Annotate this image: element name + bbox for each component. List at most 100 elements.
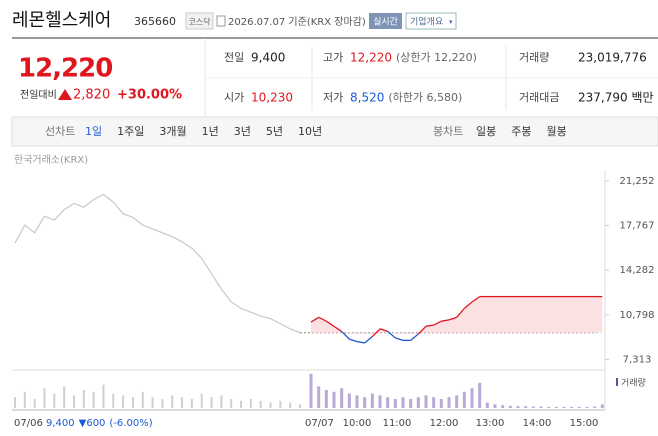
y-tick-label: 17,767 bbox=[620, 221, 655, 232]
volume-bar bbox=[112, 393, 115, 408]
volume-bar bbox=[485, 402, 489, 408]
volume-bar bbox=[82, 390, 85, 408]
volume-bar bbox=[299, 404, 301, 408]
market: 코스닥 bbox=[188, 17, 211, 27]
tab[interactable]: 1주일 bbox=[117, 124, 144, 138]
volume-bar bbox=[269, 402, 272, 408]
volume-bar bbox=[151, 397, 154, 408]
line-segment bbox=[341, 330, 350, 340]
line-segment bbox=[433, 320, 442, 326]
company-button[interactable] bbox=[405, 12, 457, 30]
volume-bar bbox=[562, 406, 566, 408]
line-segment bbox=[425, 324, 434, 327]
line-segment bbox=[410, 333, 419, 341]
area bbox=[311, 296, 603, 334]
summary-label: 거래량 bbox=[519, 51, 549, 64]
realtime[interactable]: 실시간 bbox=[373, 17, 398, 28]
summary-value: 10,230 bbox=[251, 91, 293, 105]
summary-note: (상한가 12,220) bbox=[396, 51, 477, 64]
volume-bar bbox=[363, 397, 367, 408]
y-tick-label: 10,798 bbox=[620, 310, 655, 321]
summary-value: 12,220 bbox=[350, 51, 392, 65]
tab[interactable]: 주봉 bbox=[511, 125, 531, 138]
tab[interactable]: 일봉 bbox=[476, 124, 496, 138]
summary-label: 고가 bbox=[323, 51, 343, 64]
volume-bar bbox=[347, 393, 351, 408]
summary-value: 8,520 bbox=[350, 91, 384, 105]
volume-bar bbox=[593, 406, 597, 408]
volume-bar bbox=[317, 386, 321, 408]
volume-bar bbox=[332, 391, 336, 408]
volume-bar bbox=[240, 400, 243, 408]
up-arrow bbox=[58, 89, 72, 100]
summary-value: 237,790 백만 bbox=[578, 91, 654, 105]
footer-rate: (-6.00%) bbox=[109, 418, 152, 429]
volume-bar bbox=[220, 395, 223, 408]
clock-icon bbox=[216, 15, 226, 27]
volume-bar bbox=[516, 406, 520, 408]
volume-bar bbox=[63, 386, 66, 408]
volume-bar bbox=[577, 406, 581, 408]
line-segment bbox=[364, 336, 373, 344]
volume-bar bbox=[289, 402, 292, 408]
volume-bar bbox=[340, 388, 344, 408]
summary-label: 시가 bbox=[224, 91, 244, 104]
volume-bar bbox=[554, 406, 558, 408]
tab[interactable]: 3년 bbox=[234, 125, 251, 138]
volume-bar bbox=[447, 397, 451, 408]
volume-bar bbox=[455, 395, 459, 408]
volume-bar bbox=[33, 399, 36, 408]
volume-bar bbox=[259, 400, 262, 408]
tab-bar bbox=[11, 116, 658, 147]
tab-group-label: 선차트 bbox=[45, 125, 75, 138]
line-segment bbox=[349, 338, 358, 343]
summary-label: 저가 bbox=[323, 91, 343, 104]
tab[interactable]: 10년 bbox=[298, 125, 322, 138]
source: 한국거래소(KRX) bbox=[14, 154, 88, 166]
summary-label: 거래대금 bbox=[519, 91, 559, 104]
volume-bar bbox=[539, 406, 543, 408]
volume-bar bbox=[585, 406, 589, 408]
summary-value: 9,400 bbox=[251, 51, 285, 65]
tab[interactable]: 월봉 bbox=[547, 125, 567, 138]
volume-bar bbox=[470, 388, 474, 408]
volume-bar bbox=[409, 399, 413, 408]
stock-code: 365660 bbox=[134, 15, 176, 28]
x-tick-label: 14:00 bbox=[523, 418, 552, 429]
volume-bar bbox=[508, 405, 512, 408]
volume-bar bbox=[309, 373, 313, 408]
volume-bar bbox=[416, 397, 420, 408]
volume-bar bbox=[279, 400, 282, 408]
footer-close: 9,400 bbox=[46, 418, 75, 429]
volume-bar bbox=[462, 391, 466, 408]
volume-bar bbox=[200, 393, 203, 408]
x-tick-label: 10:00 bbox=[343, 418, 372, 429]
summary-note: (하한가 6,580) bbox=[388, 90, 462, 104]
volume-bar bbox=[181, 397, 184, 408]
volume-bar bbox=[14, 397, 16, 408]
y-tick-label: 7,313 bbox=[623, 354, 652, 365]
tab[interactable]: 3개월 bbox=[159, 125, 186, 138]
line-segment bbox=[310, 316, 320, 323]
x-tick-label: 13:00 bbox=[476, 418, 505, 429]
y-tick-label: 14,282 bbox=[620, 265, 655, 276]
volume-bar bbox=[324, 390, 328, 408]
tab[interactable]: 1일 bbox=[85, 124, 102, 138]
volume-bar bbox=[161, 399, 164, 408]
volume-bar bbox=[23, 391, 26, 408]
tab[interactable]: 5년 bbox=[266, 125, 283, 138]
volume-bar bbox=[92, 391, 95, 408]
volume-bar bbox=[424, 395, 428, 408]
realtime-badge[interactable] bbox=[369, 13, 402, 29]
x-tick-label: 11:00 bbox=[383, 418, 412, 429]
volume-bar bbox=[141, 391, 144, 408]
line-segment bbox=[333, 325, 343, 332]
volume-bar bbox=[501, 405, 505, 408]
line-segment bbox=[441, 319, 450, 322]
summary: 전일 9,400 고가 12,220 (상한가 12,220) 거래량 23,019,776… bbox=[224, 50, 654, 105]
tab[interactable]: 1년 bbox=[202, 125, 219, 138]
company[interactable]: 기업개요 bbox=[410, 17, 443, 28]
rate: +30.00% bbox=[117, 88, 182, 103]
line-segment bbox=[471, 296, 481, 303]
